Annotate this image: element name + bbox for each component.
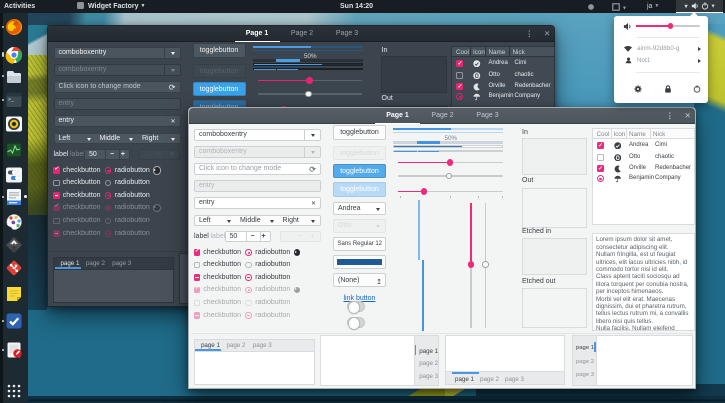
svg-text:>_: >_ — [8, 97, 14, 103]
